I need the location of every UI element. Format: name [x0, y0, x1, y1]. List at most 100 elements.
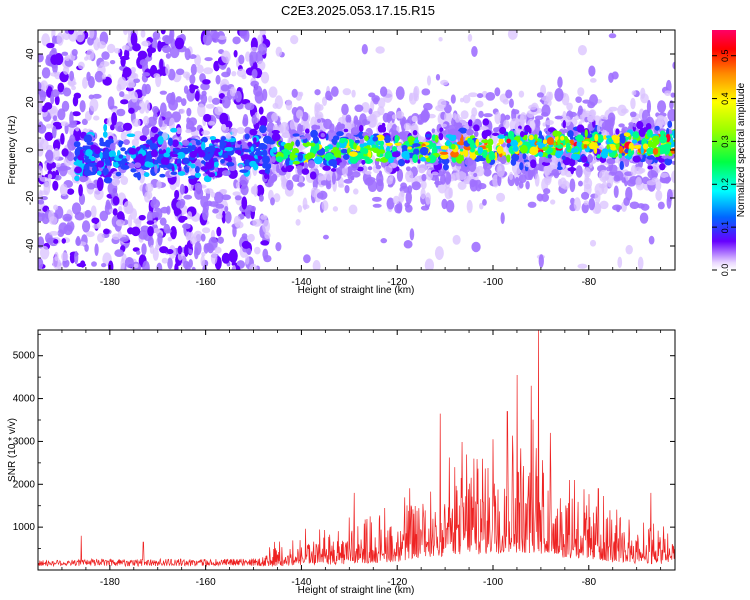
spectrogram-cell: [159, 246, 169, 254]
spectrogram-cell: [221, 170, 231, 176]
spectrogram-cell: [218, 92, 225, 99]
colorbar-tick-label: 0.5: [720, 49, 730, 62]
spectrogram-cell: [236, 127, 246, 135]
snr-x-label: Height of straight line (km): [298, 585, 415, 596]
spectrogram-cell: [452, 234, 461, 245]
spectrogram-cell: [336, 131, 344, 137]
spectrogram-cell: [525, 180, 530, 190]
spectrogram-cell: [90, 205, 97, 218]
spectrogram-cell: [194, 241, 202, 256]
spectrogram-cell: [543, 188, 551, 195]
spectrogram-cell: [394, 134, 399, 144]
spectrogram-cell: [434, 246, 444, 261]
spectrogram-cell: [444, 186, 453, 200]
spectrogram-cell: [526, 110, 535, 119]
spectrogram-cell: [443, 110, 453, 125]
spectrogram-cell: [111, 178, 120, 186]
spectrogram-cell: [518, 181, 524, 189]
spectrogram-cell: [54, 174, 62, 181]
spectrogram-cell: [38, 53, 44, 63]
colorbar-tick-label: 0.4: [720, 92, 730, 105]
spectrogram-cell: [606, 158, 616, 165]
spectrogram-cell: [52, 115, 58, 122]
spectrogram-cell: [519, 162, 524, 171]
spectrogram-cell: [131, 138, 140, 147]
spectrogram-cell: [99, 141, 106, 147]
spectrogram-cell: [103, 176, 113, 184]
spectrogram-cell: [338, 183, 345, 188]
spectrogram-cell: [159, 217, 167, 226]
spectrogram-cell: [316, 118, 322, 123]
spectrogram-cell: [197, 103, 206, 118]
spectrogram-cell: [205, 153, 214, 159]
spectrogram-cell: [215, 74, 221, 85]
spectrogram-cell: [67, 138, 77, 151]
spectrogram-cell: [271, 173, 278, 182]
spectrogram-cell: [667, 120, 673, 128]
spectrogram-cell: [203, 113, 212, 123]
spectrogram-cell: [435, 73, 441, 81]
spectrogram-cell: [85, 149, 93, 157]
spectrogram-cell: [163, 152, 170, 158]
spectrogram-cell: [516, 136, 521, 143]
spectrogram-cell: [260, 71, 270, 84]
spectrogram-cell: [84, 209, 92, 218]
spectrogram-cell: [75, 30, 85, 43]
spectrogram-y-label: Frequency (Hz): [7, 116, 18, 185]
spectrogram-cell: [73, 141, 81, 148]
spectrogram-cell: [587, 115, 596, 123]
spectrogram-cell: [317, 104, 324, 111]
spectrogram-cell: [400, 190, 405, 197]
spectrogram-cell: [618, 146, 624, 154]
y-tick-label: 1000: [13, 522, 36, 533]
spectrogram-cell: [451, 172, 460, 181]
spectrogram-cell: [252, 219, 262, 227]
spectrogram-cell: [332, 206, 339, 212]
spectrogram-cell: [91, 261, 97, 267]
spectrogram-cell: [136, 250, 141, 255]
spectrogram-cell: [150, 126, 159, 134]
spectrogram-cell: [460, 148, 464, 152]
spectrogram-cell: [115, 161, 119, 168]
spectrogram-cell: [377, 181, 383, 187]
spectrogram-cell: [80, 260, 86, 268]
spectrogram-cell: [500, 212, 505, 225]
spectrogram-cell: [236, 68, 247, 78]
spectrogram-cell: [518, 90, 525, 98]
spectrogram-cell: [250, 146, 254, 152]
spectrogram-cell: [123, 139, 130, 146]
spectrogram-cell: [362, 147, 369, 155]
x-tick-label: -100: [483, 277, 503, 288]
spectrogram-cell: [557, 76, 563, 89]
spectrogram-cell: [124, 257, 134, 268]
spectrogram-cell: [466, 199, 473, 214]
spectrogram-cell: [167, 236, 173, 242]
spectrogram-cell: [167, 68, 176, 81]
spectrogram-cell: [40, 196, 48, 201]
spectrogram-cell: [529, 146, 539, 156]
spectrogram-cell: [666, 188, 673, 202]
spectrogram-cell: [420, 188, 426, 200]
spectrogram-cell: [128, 147, 137, 155]
spectrogram-cell: [483, 168, 492, 177]
spectrogram-cell: [371, 95, 380, 103]
spectrogram-cell: [57, 229, 65, 238]
spectrogram-cell: [460, 110, 469, 120]
spectrogram-cell: [74, 175, 80, 182]
spectrogram-cell: [451, 143, 456, 150]
spectrogram-cell: [397, 158, 405, 167]
spectrogram-cell: [359, 125, 364, 132]
spectrogram-cell: [589, 77, 597, 83]
spectrogram-cell: [642, 143, 649, 150]
spectrogram-cell: [63, 224, 73, 236]
spectrogram-cell: [392, 195, 400, 205]
spectrogram-cell: [217, 236, 224, 244]
spectrogram-cell: [244, 254, 250, 265]
spectrogram-cell: [120, 131, 127, 141]
spectrogram-cell: [320, 132, 325, 138]
y-tick-label: -40: [25, 238, 36, 253]
spectrogram-cell: [251, 185, 258, 195]
spectrogram-cell: [101, 73, 107, 80]
spectrogram-cell: [395, 110, 405, 119]
spectrogram-cell: [573, 115, 580, 121]
